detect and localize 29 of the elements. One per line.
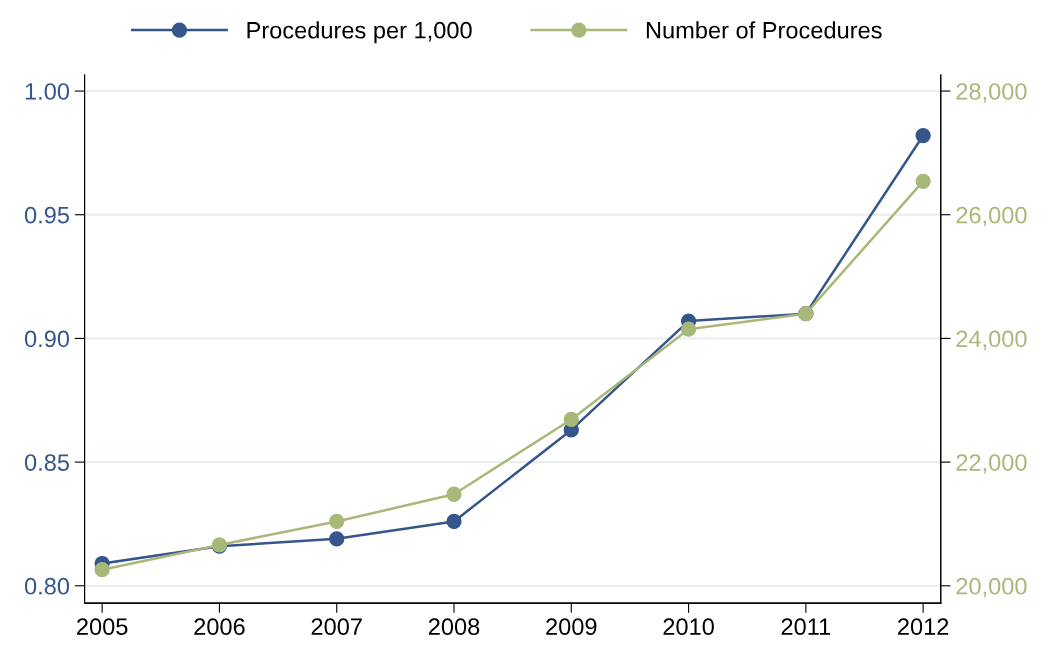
y2-tick-label: 26,000 — [956, 206, 1027, 227]
y-tick-label: 0.85 — [24, 454, 69, 471]
y2-tick-label: 28,000 — [956, 83, 1027, 103]
x-tick-label: 2011 — [781, 618, 831, 636]
y2-tick-label: 20,000 — [956, 577, 1027, 598]
y-tick-label: 0.90 — [24, 330, 70, 348]
point — [446, 513, 462, 530]
y-tick-label: 0.80 — [24, 577, 70, 595]
x-tick-label: 2006 — [194, 618, 245, 636]
point — [446, 486, 462, 502]
point — [680, 321, 697, 337]
y2-tick-label: 22,000 — [956, 454, 1027, 474]
x-tick-label: 2007 — [311, 618, 362, 636]
point — [915, 173, 931, 189]
point — [329, 513, 345, 530]
point — [563, 411, 579, 428]
point — [94, 562, 110, 578]
x-tick-label: 2009 — [546, 618, 597, 636]
x-tick-label: 2010 — [663, 618, 714, 636]
y2-tick-label: 24,000 — [956, 330, 1027, 350]
point — [329, 531, 345, 547]
point — [915, 127, 931, 144]
x-tick-label: 2005 — [77, 618, 128, 636]
legend-label: Number of Procedures — [646, 21, 882, 39]
x-tick-label: 2008 — [428, 618, 480, 636]
x-tick-label: 2012 — [898, 618, 949, 636]
y-tick-label: 0.95 — [24, 206, 69, 224]
legend-label: Procedures per 1,000 — [247, 21, 472, 44]
y-tick-label: 1.00 — [25, 83, 70, 100]
